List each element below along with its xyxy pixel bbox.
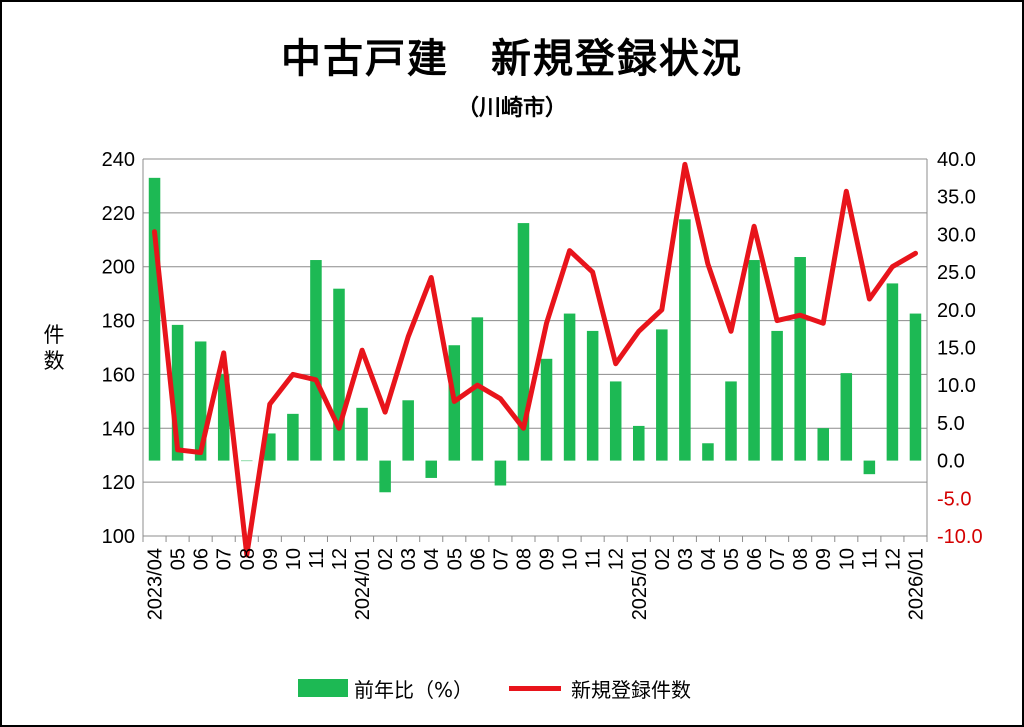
x-tick-label: 02 <box>375 548 397 570</box>
bar-mark <box>356 407 368 461</box>
y-tick-label-right: 40.0 <box>937 149 976 171</box>
bar-mark <box>148 177 161 461</box>
bar-mark <box>817 428 829 461</box>
x-tick-label: 08 <box>790 548 812 570</box>
bar-mark <box>563 313 576 461</box>
bar-mark <box>241 460 253 462</box>
x-tick-label: 07 <box>767 548 789 570</box>
legend: 前年比（%） 新規登録件数 <box>298 673 691 703</box>
bar-mark <box>471 317 484 461</box>
x-tick-label: 12 <box>329 548 351 570</box>
y-tick-label-right: -10.0 <box>937 526 983 548</box>
bar-mark <box>702 443 714 461</box>
x-tick-label: 09 <box>260 548 282 570</box>
x-tick-label: 11 <box>859 548 881 569</box>
legend-bar-label: 前年比（%） <box>354 677 474 702</box>
x-tick-label: 05 <box>168 548 190 570</box>
bar-mark <box>840 373 853 461</box>
y-axis-label-left-line1: 件 <box>44 323 65 347</box>
bar-mark <box>886 283 899 461</box>
bar-mark <box>264 433 276 461</box>
bar-mark <box>609 381 622 461</box>
x-tick-label: 2026/01 <box>905 548 927 620</box>
x-tick-label: 09 <box>813 548 835 570</box>
y-tick-label-left: 240 <box>102 149 135 171</box>
x-tick-label: 03 <box>398 548 420 570</box>
bar-mark <box>379 460 391 493</box>
bar-mark <box>586 330 599 461</box>
y-tick-label-left: 180 <box>102 311 135 333</box>
bar-mark <box>725 381 737 461</box>
x-tick-label: 10 <box>283 548 305 570</box>
bar-mark <box>425 460 437 478</box>
x-tick-label: 2024/01 <box>352 548 374 620</box>
x-tick-label: 04 <box>698 548 720 570</box>
bar-mark <box>217 373 230 461</box>
x-tick-label: 06 <box>744 548 766 570</box>
legend-line-label: 新規登録件数 <box>571 677 692 702</box>
bar-mark <box>771 330 783 461</box>
x-tick-label: 09 <box>537 548 559 570</box>
bar-mark <box>310 260 322 461</box>
y-tick-label-right: 15.0 <box>937 338 976 360</box>
y-tick-label-left: 200 <box>102 257 135 279</box>
bar-mark <box>679 219 691 461</box>
x-tick-label: 2023/04 <box>145 548 167 620</box>
bar-mark <box>517 223 530 461</box>
y-tick-label-right: 0.0 <box>937 451 965 473</box>
x-tick-label: 12 <box>606 548 628 570</box>
x-tick-label: 04 <box>421 548 443 570</box>
bar-mark <box>194 341 207 461</box>
x-tick-label: 10 <box>560 548 582 570</box>
bar-mark <box>333 288 345 461</box>
y-tick-label-left: 100 <box>102 526 135 548</box>
x-tick-label: 08 <box>513 548 535 570</box>
bar-mark <box>171 324 184 461</box>
x-tick-label: 06 <box>191 548 213 570</box>
chart-title: 中古戸建 新規登録状況 <box>281 36 743 82</box>
x-tick-label: 02 <box>652 548 674 570</box>
x-tick-label: 07 <box>214 548 236 570</box>
x-tick-label: 10 <box>836 548 858 570</box>
y-tick-label-right: -5.0 <box>937 488 971 510</box>
x-tick-label: 03 <box>675 548 697 570</box>
y-tick-label-right: 35.0 <box>937 187 976 209</box>
y-tick-label-left: 120 <box>102 472 135 494</box>
y-tick-label-right: 10.0 <box>937 375 976 397</box>
x-tick-label: 2025/01 <box>629 548 651 620</box>
legend-bar-swatch <box>298 679 348 697</box>
series-line <box>152 161 918 558</box>
y-tick-label-right: 20.0 <box>937 300 976 322</box>
bar-mark <box>656 329 668 461</box>
y-tick-label-left: 220 <box>102 203 135 225</box>
bar-mark <box>540 358 553 461</box>
y-tick-label-right: 25.0 <box>937 262 976 284</box>
x-tick-label: 06 <box>467 548 489 570</box>
x-tick-label: 08 <box>237 548 259 570</box>
chart-subtitle: （川崎市） <box>456 96 567 121</box>
y-tick-label-right: 30.0 <box>937 224 976 246</box>
bar-mark <box>863 460 876 475</box>
bar-mark <box>494 460 507 486</box>
bar-mark <box>633 425 645 461</box>
bar-mark <box>909 313 922 461</box>
x-tick-label: 12 <box>882 548 904 570</box>
x-tick-label: 11 <box>306 548 328 569</box>
bar-mark <box>794 257 806 461</box>
bar-mark <box>287 413 299 461</box>
y-tick-label-left: 160 <box>102 364 135 386</box>
y-tick-label-right: 5.0 <box>937 413 965 435</box>
x-tick-label: 11 <box>583 548 605 569</box>
x-tick-label: 05 <box>721 548 743 570</box>
y-axis-label-left-line2: 数 <box>44 349 65 373</box>
x-tick-label: 05 <box>444 548 466 570</box>
bar-mark <box>402 400 414 461</box>
legend-line-swatch <box>509 685 562 691</box>
bar-mark <box>748 260 760 461</box>
x-tick-label: 07 <box>490 548 512 570</box>
y-tick-label-left: 140 <box>102 418 135 440</box>
